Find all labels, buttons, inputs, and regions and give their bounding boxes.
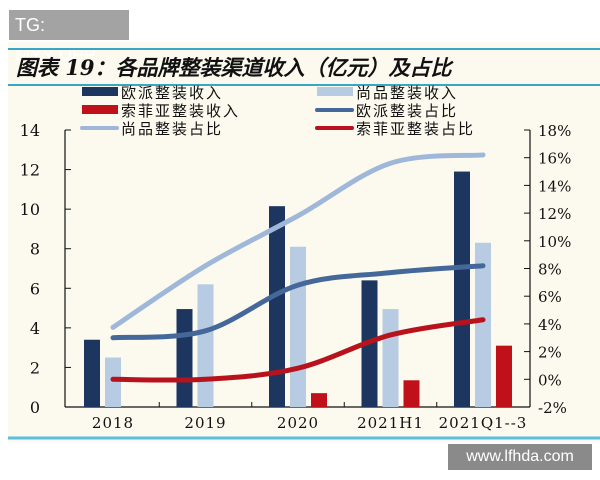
right-tick-label: 2%: [538, 344, 562, 362]
right-tick-label: 16%: [538, 150, 571, 168]
left-tick-label: 8: [30, 240, 40, 259]
left-tick-label: 2: [30, 358, 40, 377]
line-series: [110, 152, 486, 330]
legend-label: 欧派整装收入: [121, 84, 223, 102]
right-tick-label: 6%: [538, 288, 562, 306]
left-tick-label: 14: [20, 121, 40, 140]
left-tick-label: 0: [30, 398, 40, 417]
left-tick-label: 6: [30, 279, 40, 298]
bar-2021H1: [403, 380, 420, 407]
legend-label: 索菲亚整装收入: [121, 102, 240, 120]
legend-swatch: [82, 105, 118, 114]
right-tick-label: 4%: [538, 316, 562, 334]
bar-2020: [290, 246, 306, 407]
right-tick-label: 10%: [538, 233, 571, 251]
right-tick-label: -2%: [538, 399, 567, 417]
bar-2021H1: [382, 309, 399, 407]
chart-title: 图表 19：各品牌整装渠道收入（亿元）及占比: [16, 55, 455, 80]
bar-2019: [176, 309, 193, 407]
bar-2021Q1--3: [496, 345, 512, 407]
legend-label: 索菲亚整装占比: [356, 120, 475, 138]
x-tick-label: 2018: [92, 414, 134, 432]
right-tick-label: 0%: [538, 371, 562, 389]
x-tick-label: 2020: [277, 414, 319, 432]
bar-2020: [269, 206, 285, 407]
x-tick-label: 2021Q1--3: [439, 414, 528, 432]
x-tick-label: 2019: [184, 414, 226, 432]
line-series: [110, 263, 486, 341]
bar-2021Q1--3: [475, 242, 491, 407]
bar-2018: [105, 357, 121, 407]
bar-2018: [84, 339, 100, 407]
x-tick-label: 2021H1: [357, 414, 424, 432]
left-tick-label: 10: [20, 200, 40, 219]
left-tick-label: 4: [30, 319, 40, 338]
bar-2021Q1--3: [454, 171, 470, 407]
legend-label: 欧派整装占比: [356, 102, 458, 120]
right-tick-label: 18%: [538, 122, 571, 140]
line-series: [110, 317, 486, 383]
legend-swatch: [82, 87, 118, 96]
legend-label: 尚品整装占比: [121, 120, 223, 138]
bar-2019: [197, 284, 214, 407]
right-tick-label: 14%: [538, 177, 571, 195]
legend-swatch: [317, 87, 353, 96]
bar-2020: [311, 393, 327, 407]
left-tick-label: 12: [20, 161, 40, 180]
watermark-bottom: www.lfhda.com: [448, 444, 592, 470]
right-tick-label: 8%: [538, 261, 562, 279]
legend-label: 尚品整装收入: [356, 84, 458, 102]
right-tick-label: 12%: [538, 205, 571, 223]
